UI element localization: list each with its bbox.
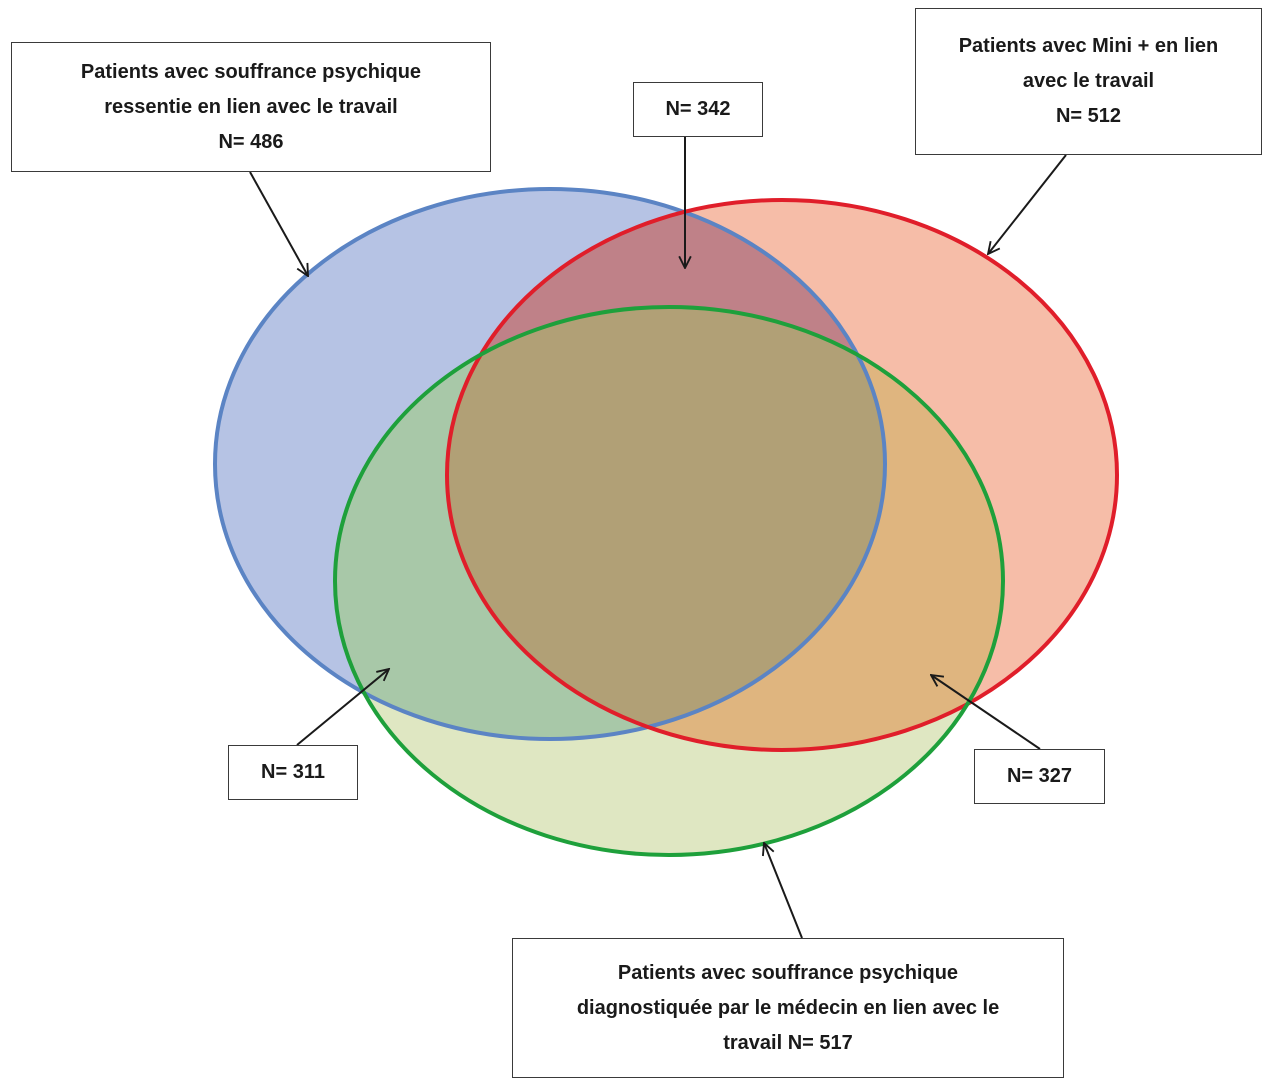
- arrow-ressentie: [249, 171, 308, 276]
- label-overlap-ressentie-diagnostiquee: N= 311: [228, 745, 358, 800]
- label-ressentie-line-3: N= 486: [218, 130, 284, 153]
- arrow-311: [296, 669, 389, 746]
- set-diagnostiquee-outline: [333, 305, 1005, 857]
- label-ressentie-line-2: ressentie en lien avec le travail: [104, 95, 398, 118]
- label-overlap-ressentie-mini: N= 342: [633, 82, 763, 137]
- label-327-text: N= 327: [1006, 765, 1073, 787]
- arrow-327: [931, 675, 1041, 750]
- arrow-mini: [988, 154, 1067, 254]
- label-mini: Patients avec Mini + en lien avec le tra…: [915, 8, 1262, 155]
- set-mini-outline: [445, 198, 1119, 752]
- label-mini-line-2: avec le travail: [1022, 70, 1155, 92]
- label-diagnostiquee: Patients avec souffrance psychique diagn…: [512, 938, 1064, 1078]
- label-diagnostiquee-line-2: diagnostiquée par le médecin en lien ave…: [576, 996, 1000, 1019]
- label-overlap-mini-diagnostiquee: N= 327: [974, 749, 1105, 804]
- label-311-text: N= 311: [261, 761, 325, 783]
- arrow-diagnostiquee: [764, 843, 803, 939]
- label-mini-line-1: Patients avec Mini + en lien: [958, 35, 1219, 57]
- label-ressentie-line-1: Patients avec souffrance psychique: [80, 60, 422, 83]
- label-diagnostiquee-line-3: travail N= 517: [723, 1031, 853, 1054]
- label-ressentie: Patients avec souffrance psychique resse…: [11, 42, 491, 172]
- label-mini-line-3: N= 512: [1055, 105, 1122, 127]
- label-342-text: N= 342: [665, 98, 731, 120]
- set-ressentie-outline: [213, 187, 887, 741]
- label-diagnostiquee-line-1: Patients avec souffrance psychique: [617, 961, 959, 984]
